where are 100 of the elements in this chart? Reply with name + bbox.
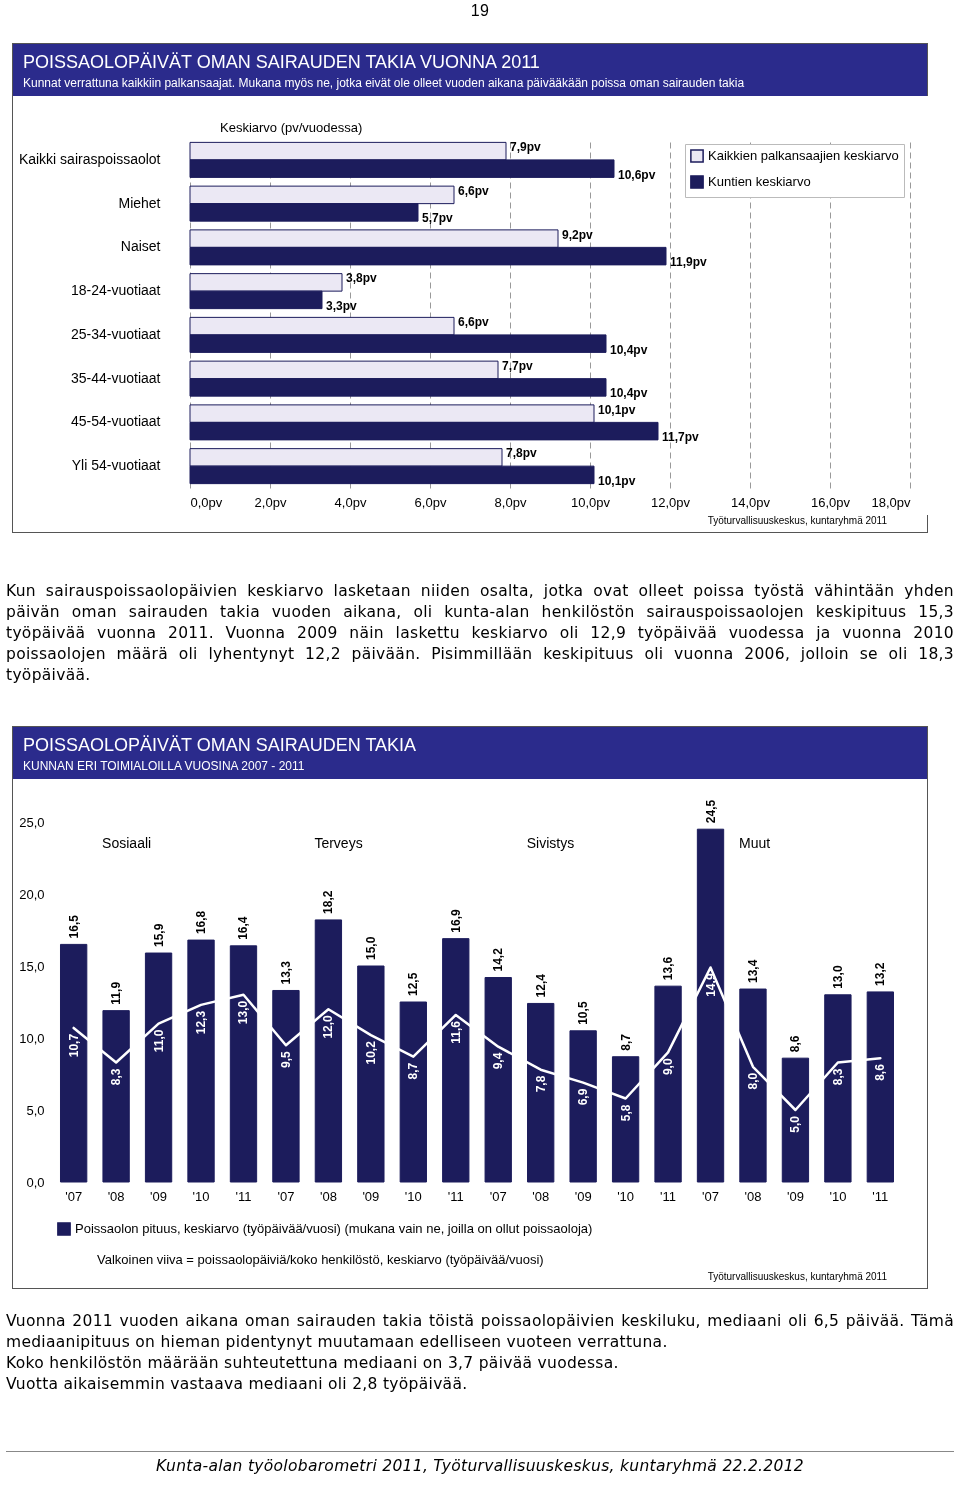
bar <box>314 919 343 1183</box>
bar <box>399 1001 427 1183</box>
bar <box>229 945 258 1183</box>
x-tick-label: '07 <box>65 1188 83 1204</box>
text: Vuonna 2011 vuoden aikana oman sairauden takia töistä poissaolopäivien keskiluku, mediaani oli 6,5 päivää. Tämä mediaanipituus on hieman pidentynyt muutamaan edelliseen vuoteen verrattuna. <box>6 1311 954 1353</box>
x-tick-label: '11 <box>235 1188 252 1204</box>
data-label: 10,4pv <box>610 342 648 357</box>
bar <box>696 828 725 1183</box>
data-label: 9,4 <box>491 1052 506 1070</box>
data-label: 16,5 <box>66 914 81 939</box>
bar <box>739 988 767 1183</box>
chart-subtitle: Kunnat verrattuna kaikkiin palkansaajat. Mukana myös ne, jotka eivät ole olleet vuoden aikana päivääkään poissa oman sairauden takia <box>23 76 746 90</box>
bar <box>144 952 173 1183</box>
x-tick-label: 8,0pv <box>494 494 527 510</box>
y-tick-label: Kaikki sairaspoissaolot <box>18 150 161 167</box>
x-tick-label: '10 <box>404 1188 422 1204</box>
x-tick-label: '08 <box>532 1188 550 1204</box>
data-label: 13,6 <box>661 956 676 981</box>
data-label: 8,7 <box>618 1033 633 1051</box>
x-tick-label: '10 <box>829 1188 847 1204</box>
data-label: 7,9pv <box>510 140 542 155</box>
data-label: 10,7 <box>66 1033 81 1058</box>
x-tick-label: '09 <box>150 1188 168 1204</box>
data-label: 14,2 <box>491 947 506 972</box>
x-tick-label: '11 <box>447 1188 464 1204</box>
data-label: 6,6pv <box>458 183 490 198</box>
data-label: 11,9pv <box>670 255 708 270</box>
x-tick-label: '07 <box>489 1188 507 1204</box>
data-label: 9,2pv <box>562 227 594 242</box>
text: 19 <box>469 1 491 21</box>
y-tick-label: 0,0 <box>26 1174 45 1190</box>
data-label: 3,8pv <box>346 271 378 286</box>
text: Vuotta aikaisemmin vastaava mediaani oli 2,8 työpäivää. <box>6 1374 469 1395</box>
text: Valkoinen viiva = poissaolopäiviä/koko henkilöstö, keskiarvo (työpäivää/vuosi) <box>96 1251 545 1269</box>
data-label: 10,1pv <box>598 402 636 417</box>
data-label: 24,5 <box>703 799 718 824</box>
x-tick-label: '07 <box>277 1188 295 1204</box>
data-label: 8,3 <box>109 1068 124 1086</box>
x-tick-label: '11 <box>660 1188 677 1204</box>
data-label: 6,9 <box>576 1088 591 1106</box>
data-label: 15,9 <box>151 923 166 948</box>
y-tick-label: 10,0 <box>19 1030 45 1046</box>
data-label: 16,8 <box>194 910 209 935</box>
x-tick-label: 14,0pv <box>730 494 771 510</box>
text: Koko henkilöstön määrään suhteutettuna mediaani on 3,7 päivää vuodessa. <box>6 1353 620 1374</box>
data-label: 12,5 <box>406 972 421 996</box>
chart-title: POISSAOLOPÄIVÄT OMAN SAIRAUDEN TAKIA <box>23 735 418 756</box>
data-label: 10,5 <box>576 1001 591 1025</box>
x-tick-label: '09 <box>786 1188 804 1204</box>
data-label: 11,7pv <box>662 430 700 445</box>
data-label: 18,2 <box>321 890 336 914</box>
x-tick-label: '11 <box>872 1188 889 1204</box>
data-label: 10,2 <box>363 1040 378 1065</box>
y-tick-label: 25-34-vuotiaat <box>70 325 161 342</box>
bar <box>102 1010 130 1183</box>
annotation: Sosiaali <box>102 835 152 851</box>
data-label: 5,7pv <box>422 211 454 226</box>
bar <box>59 943 88 1183</box>
data-label: 5,0 <box>788 1115 803 1133</box>
data-label: 7,8 <box>533 1075 548 1093</box>
bar <box>527 1002 555 1183</box>
x-tick-label: '07 <box>702 1188 719 1204</box>
x-tick-label: '10 <box>617 1188 635 1204</box>
x-tick-label: 16,0pv <box>810 494 851 510</box>
bar <box>187 939 215 1183</box>
x-tick-label: '09 <box>362 1188 380 1204</box>
data-label: 12,4 <box>533 973 548 998</box>
data-label: 7,7pv <box>502 358 534 373</box>
bar <box>569 1030 597 1183</box>
data-label: 12,3 <box>194 1010 209 1035</box>
bar <box>272 989 300 1183</box>
data-label: 10,4pv <box>610 386 648 401</box>
y-tick-label: Miehet <box>118 194 161 211</box>
x-tick-label: 10,0pv <box>570 494 611 510</box>
data-label: 8,0 <box>745 1072 760 1090</box>
y-tick-label: Naiset <box>120 238 161 255</box>
text: Työturvallisuuskeskus, kuntaryhmä 2011 <box>706 1271 888 1284</box>
y-tick-label: 15,0 <box>19 958 45 974</box>
x-tick-label: '09 <box>574 1188 592 1204</box>
bar <box>357 965 385 1183</box>
data-label: 7,8pv <box>506 446 538 461</box>
x-tick-label: '08 <box>744 1188 762 1204</box>
data-label: 13,2 <box>873 962 888 986</box>
data-label: 11,9 <box>109 981 124 1005</box>
data-label: 5,8 <box>618 1104 633 1122</box>
data-label: 6,6pv <box>458 315 490 330</box>
bar <box>866 991 895 1183</box>
bar <box>781 1057 810 1183</box>
y-tick-label: Yli 54-vuotiaat <box>71 457 161 474</box>
legend-label: Kaikkien palkansaajien keskiarvo <box>708 148 899 163</box>
data-label: 9,5 <box>278 1050 293 1068</box>
data-label: 13,3 <box>278 960 293 985</box>
data-label: 8,3 <box>830 1068 845 1086</box>
x-tick-label: 6,0pv <box>414 494 447 510</box>
text: Kun sairauspoissaolopäivien keskiarvo lasketaan niiden osalta, jotka ovat olleet poissa työstä vähintään yhden päivän oman sairauden takia vuoden aikana, oli kunta-alan henkilöstön sairauspoissaolojen keskipituus 15,3 työpäivää vuonna 2011. Vuonna 2009 näin laskettu keskiarvo oli 12,9 työpäivää vuodessa ja vuonna 2010 poissaolojen määrä oli lyhentynyt 12,2 päivään. Pisimmillään keskipituus oli vuonna 2006, jolloin se oli 18,3 työpäivää. <box>6 581 954 686</box>
y-tick-label: 25,0 <box>19 814 45 830</box>
x-axis-title: Keskiarvo (pv/vuodessa) <box>220 120 363 135</box>
x-tick-label: 4,0pv <box>334 494 367 510</box>
bar <box>484 977 512 1183</box>
chart-title: POISSAOLOPÄIVÄT OMAN SAIRAUDEN TAKIA VUONNA 2011 <box>23 52 541 73</box>
